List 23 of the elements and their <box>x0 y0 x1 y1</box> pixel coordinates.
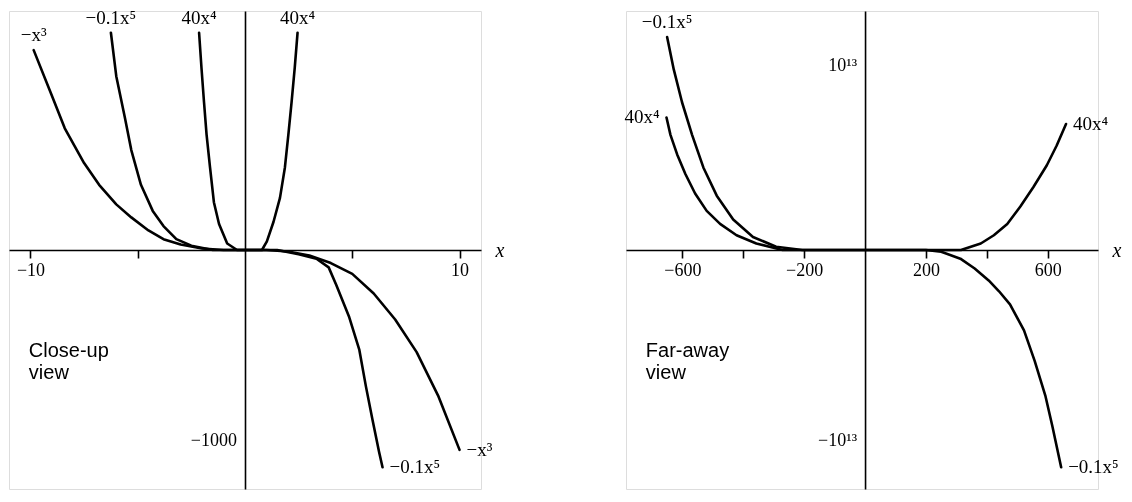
series-label: −0.1x⁵ <box>389 456 441 478</box>
text: −0.1x⁵ <box>641 11 693 33</box>
series-label: 40x⁴ <box>181 6 218 28</box>
x-axis-title: x <box>1111 238 1122 261</box>
x-axis-title: x <box>494 238 505 261</box>
annotation: Close-up view <box>28 338 109 383</box>
x-tick-label: 10 <box>451 259 470 280</box>
annotation: 10¹³ <box>828 54 858 75</box>
series-label: −x³ <box>466 438 493 460</box>
annotation: −1000 <box>190 430 237 451</box>
text: 40x⁴ <box>1073 112 1109 134</box>
x-tick-label: 200 <box>912 259 940 280</box>
annotation: −10¹³ <box>818 430 858 451</box>
annotation: Far-away view <box>645 338 730 383</box>
series-label: −0.1x⁵ <box>1068 456 1119 478</box>
x-tick-label: −10 <box>16 259 46 280</box>
text: −0.1x⁵ <box>85 6 137 28</box>
x-tick-label: −600 <box>664 259 702 280</box>
series-label: 40x⁴ <box>624 106 660 128</box>
x-tick-label: −200 <box>786 259 824 280</box>
x-tick-label: 600 <box>1034 259 1062 280</box>
text: 40x⁴ <box>280 6 316 28</box>
text: −x³ <box>20 24 47 46</box>
